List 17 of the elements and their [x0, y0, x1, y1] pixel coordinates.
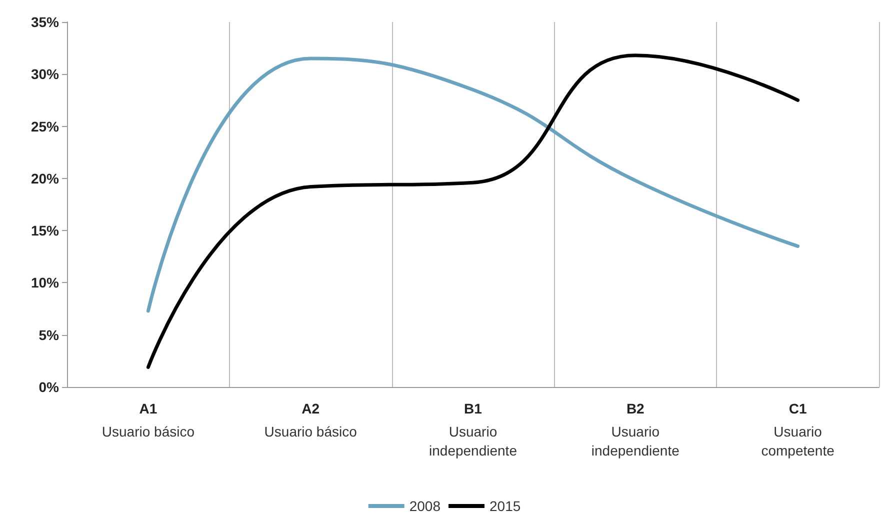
x-tick-label: A2 Usuario básico	[264, 400, 358, 440]
y-tick-label: 0%	[38, 379, 60, 395]
legend-label: 2008	[409, 498, 441, 514]
line-series	[146, 56, 800, 313]
y-tick-label: 10%	[30, 274, 60, 291]
legend-label: 2015	[490, 498, 521, 514]
y-tick-label: 20%	[30, 170, 60, 186]
x-tick-label: B2 Usuario independiente	[591, 400, 680, 458]
y-tick-label: 25%	[30, 118, 60, 134]
line-series	[146, 54, 800, 369]
y-tick-label: 5%	[38, 326, 60, 343]
y-tick-label: 15%	[30, 222, 60, 239]
x-tick-label: A1 Usuario básico	[102, 400, 195, 440]
x-tick-label: C1 Usuario competente	[761, 400, 835, 458]
y-tick-label: 35%	[30, 14, 60, 30]
y-tick-label: 30%	[30, 66, 60, 82]
x-tick-label: B1 Usuario independiente	[429, 400, 518, 458]
